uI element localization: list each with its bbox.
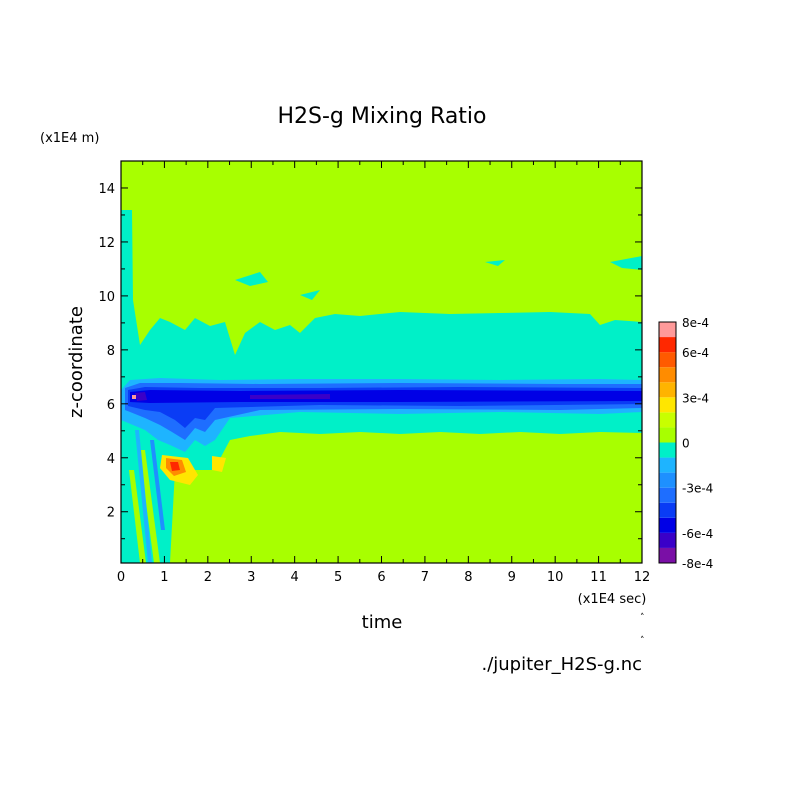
colorbar-swatch (659, 517, 676, 533)
colorbar-label: -8e-4 (682, 557, 713, 571)
colorbar-swatch (659, 532, 676, 548)
tick-mark: ˄ (640, 613, 645, 623)
upper-patch (235, 272, 268, 286)
source-file-label: ./jupiter_H2S-g.nc (481, 654, 642, 675)
x-unit-label: (x1E4 sec) (578, 592, 647, 607)
x-tick-label: 8 (464, 570, 472, 585)
colorbar-swatch (659, 427, 676, 443)
x-axis-label: time (362, 612, 403, 633)
y-axis: 2 4 6 8 10 12 14 (98, 182, 642, 540)
x-tick-label: 12 (634, 570, 651, 585)
y-tick-label: 6 (107, 398, 115, 413)
positive-plume-peak (170, 462, 180, 471)
x-tick-label: 4 (291, 570, 299, 585)
lower-streak (135, 430, 152, 563)
chart-title: H2S-g Mixing Ratio (277, 104, 486, 129)
colorbar-swatch (659, 502, 676, 518)
colorbar-label: 6e-4 (682, 346, 709, 360)
positive-plume (212, 456, 226, 472)
y-tick-label: 2 (107, 506, 115, 521)
colorbar-swatch (659, 367, 676, 383)
colorbar-swatch (659, 457, 676, 473)
colorbar-swatch (659, 352, 676, 368)
colorbar: 8e-4 6e-4 3e-4 0 -3e-4 -6e-4 -8e-4 (658, 316, 713, 571)
core-band-deep (130, 390, 642, 403)
colorbar-swatch (659, 337, 676, 353)
y-unit-label: (x1E4 m) (40, 131, 99, 146)
colorbar-label: 0 (682, 437, 690, 451)
colorbar-swatch (659, 472, 676, 488)
colorbar-label: -6e-4 (682, 527, 713, 541)
colorbar-swatch (659, 547, 676, 563)
colorbar-swatch (659, 487, 676, 503)
x-tick-label: 9 (508, 570, 516, 585)
colorbar-swatch (659, 322, 676, 338)
colorbar-label: 3e-4 (682, 391, 709, 405)
colorbar-swatch (659, 382, 676, 398)
y-tick-label: 8 (107, 344, 115, 359)
core-band-peak (135, 392, 330, 401)
upper-patch (300, 290, 320, 300)
x-tick-label: 7 (421, 570, 429, 585)
x-tick-label: 0 (117, 570, 125, 585)
lower-streak (129, 470, 146, 563)
x-tick-label: 3 (247, 570, 255, 585)
colorbar-swatch (659, 397, 676, 413)
y-tick-label: 12 (98, 236, 115, 251)
x-tick-label: 2 (204, 570, 212, 585)
x-tick-label: 11 (590, 570, 607, 585)
x-tick-label: 1 (160, 570, 168, 585)
colorbar-label: 8e-4 (682, 316, 709, 330)
lower-streak (150, 440, 165, 530)
plot-area (121, 161, 642, 563)
tick-mark: ˄ (640, 636, 645, 646)
x-tick-label: 5 (334, 570, 342, 585)
colorbar-frame (658, 321, 677, 564)
x-tick-label: 6 (377, 570, 385, 585)
y-axis-label: z-coordinate (66, 306, 87, 418)
colorbar-swatch (659, 442, 676, 458)
colorbar-label: -3e-4 (682, 482, 713, 496)
x-axis: 0 1 2 3 4 5 6 7 8 9 10 11 12 (117, 161, 650, 585)
y-tick-label: 4 (107, 452, 115, 467)
colorbar-swatch (659, 412, 676, 428)
core-band-dot (132, 395, 136, 399)
upper-patch (485, 260, 505, 266)
x-tick-label: 10 (547, 570, 564, 585)
y-tick-label: 10 (98, 290, 115, 305)
upper-patch (610, 256, 642, 270)
y-tick-label: 14 (98, 182, 115, 197)
lower-streak (139, 450, 160, 563)
